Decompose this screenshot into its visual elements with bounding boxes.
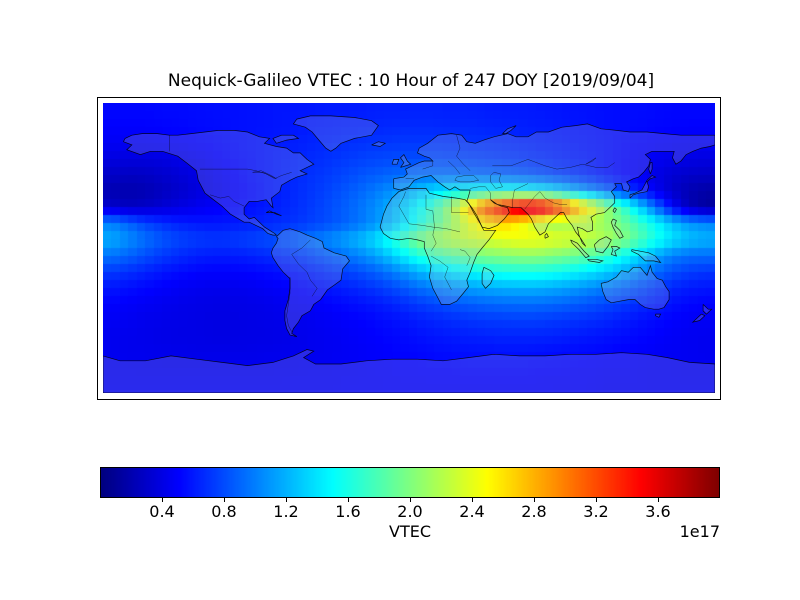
colorbar-tick-label: 2.8: [521, 502, 547, 521]
colorbar-tick-mark: [348, 497, 349, 502]
map-outline: [470, 186, 491, 200]
map-outline: [286, 277, 292, 332]
map-outline: [430, 255, 452, 291]
colorbar-tick-label: 3.2: [583, 502, 609, 521]
colorbar-tick-mark: [658, 497, 659, 502]
map-outline: [691, 313, 706, 323]
map-outline: [451, 196, 469, 213]
map-outline: [210, 194, 245, 207]
map-outline: [379, 188, 497, 305]
colorbar-tick-label: 0.8: [211, 502, 237, 521]
map-outline: [502, 125, 517, 134]
map-outline: [393, 123, 715, 247]
map-outline: [408, 223, 461, 233]
map-outline: [570, 239, 590, 259]
colorbar-tick-mark: [162, 497, 163, 502]
map-outline: [430, 227, 437, 252]
colorbar-gradient-canvas: [101, 468, 719, 497]
colorbar-tick-mark: [596, 497, 597, 502]
map-outline: [648, 162, 653, 175]
map-outline: [593, 236, 612, 254]
map-axes-frame: [97, 97, 721, 400]
map-outline: [544, 232, 549, 239]
colorbar-tick-label: 3.6: [645, 502, 671, 521]
colorbar-tick-mark: [224, 497, 225, 502]
colorbar-tick-mark: [286, 497, 287, 502]
map-outline: [490, 172, 503, 189]
map-outline: [291, 239, 318, 297]
colorbar-tick-mark: [472, 497, 473, 502]
plot-title: Nequick-Galileo VTEC : 10 Hour of 247 DO…: [167, 71, 655, 91]
map-outline: [459, 249, 471, 266]
map-outline: [492, 159, 557, 170]
map-outline: [481, 266, 495, 289]
map-outline: [454, 175, 480, 183]
map-outline: [425, 194, 435, 228]
map-outline: [292, 115, 379, 152]
map-overlay-svg: [103, 115, 715, 393]
map-outline: [447, 160, 461, 175]
map-outline: [610, 218, 624, 239]
map-outline: [524, 191, 568, 210]
map-outline: [585, 157, 597, 165]
map-outline: [422, 161, 434, 170]
map-outline: [371, 141, 387, 147]
map-outline: [612, 207, 617, 214]
map-outline: [587, 258, 604, 263]
map-outline: [456, 135, 471, 171]
map-outline: [610, 246, 621, 257]
map-outline: [398, 191, 410, 224]
map-outline: [270, 228, 350, 337]
map-outline: [629, 175, 657, 199]
colorbar-tick-mark: [534, 497, 535, 502]
map-outline: [702, 304, 713, 315]
map-outline: [600, 264, 670, 310]
map-outline: [391, 159, 400, 165]
map-outline: [655, 313, 662, 318]
colorbar-tick-label: 1.2: [273, 502, 299, 521]
vtec-heatmap-canvas: [103, 103, 715, 393]
colorbar-tick-label: 2.0: [397, 502, 423, 521]
colorbar-tick-label: 0.4: [149, 502, 175, 521]
map-area: [103, 103, 715, 393]
map-outline: [556, 162, 615, 170]
colorbar: [100, 467, 720, 498]
map-outline: [252, 170, 277, 179]
colorbar-tick-mark: [410, 497, 411, 502]
colorbar-exponent-label: 1e17: [679, 522, 720, 541]
map-outline: [631, 249, 662, 264]
map-outline: [400, 154, 412, 168]
map-outline: [266, 210, 282, 217]
map-outline: [103, 349, 715, 393]
colorbar-tick-label: 1.6: [335, 502, 361, 521]
colorbar-axis-label: VTEC: [389, 522, 431, 541]
map-outline: [272, 134, 300, 144]
colorbar-tick-label: 2.4: [459, 502, 485, 521]
map-outline: [123, 130, 315, 236]
map-outline: [512, 183, 529, 208]
